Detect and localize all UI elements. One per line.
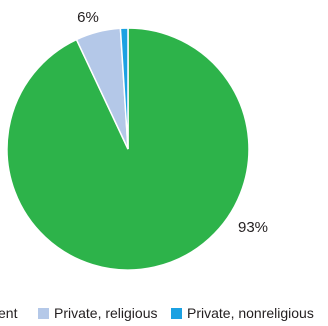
legend-item-private-religious: Private, religious [38, 304, 158, 322]
data-label-private-religious: 6% [77, 9, 99, 26]
legend-label-private-religious: Private, religious [54, 305, 158, 321]
legend-item-public: ent [0, 304, 17, 322]
legend-swatch-private-nonreligious [171, 307, 182, 319]
pie-data-labels: 93% 6% [77, 9, 268, 236]
legend-swatch-private-religious [38, 307, 49, 319]
legend-label-private-nonreligious: Private, nonreligious [187, 305, 314, 321]
pie-slices [6, 27, 250, 271]
pie-slice-private-nonreligious [119, 27, 129, 150]
data-label-public: 93% [238, 219, 268, 236]
legend-item-private-nonreligious: Private, nonreligious [171, 304, 314, 322]
chart-legend: ent Private, religious Private, nonrelig… [0, 304, 328, 326]
legend-label-public: ent [0, 305, 18, 321]
